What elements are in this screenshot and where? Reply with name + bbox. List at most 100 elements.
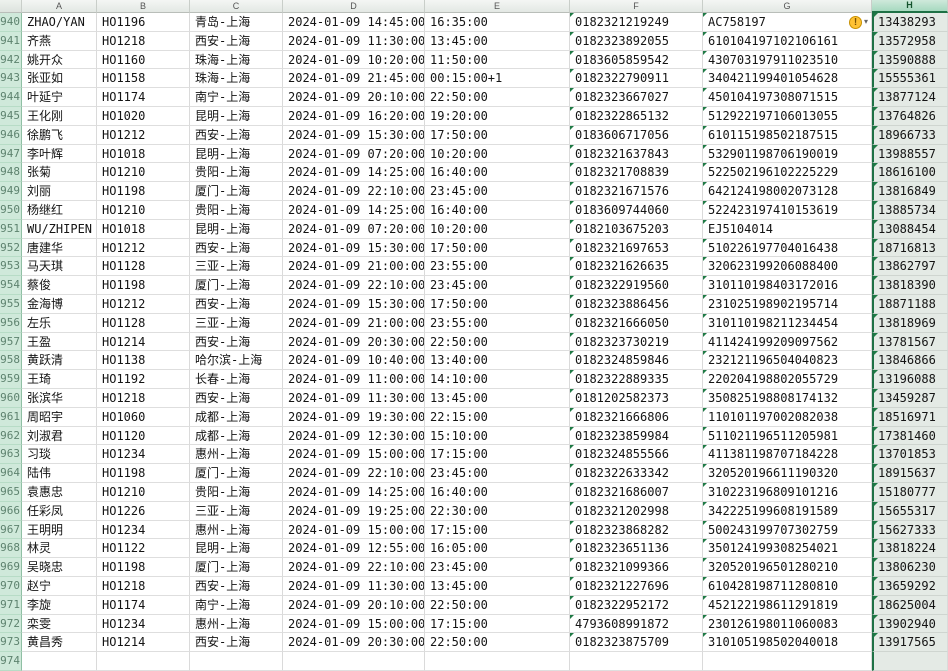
cell-name[interactable]: 张滨华 bbox=[22, 388, 97, 408]
row-header[interactable]: 942 bbox=[0, 50, 22, 70]
cell-route[interactable]: 珠海-上海 bbox=[190, 69, 283, 89]
cell-phone[interactable]: 13764826 bbox=[872, 106, 948, 126]
cell-arrive-time[interactable]: 16:05:00 bbox=[425, 539, 570, 559]
cell-depart-datetime[interactable]: 2024-01-09 15:00:00 bbox=[283, 520, 425, 540]
cell-booking-number[interactable]: 0182321666806 bbox=[570, 407, 703, 427]
row-header[interactable]: 962 bbox=[0, 426, 22, 446]
cell-flight[interactable]: HO1214 bbox=[97, 332, 190, 352]
row-header[interactable]: 963 bbox=[0, 445, 22, 465]
cell-booking-number[interactable]: 0182322865132 bbox=[570, 106, 703, 126]
cell-phone[interactable]: 18871188 bbox=[872, 294, 948, 314]
cell-depart-datetime[interactable]: 2024-01-09 11:00:00 bbox=[283, 370, 425, 389]
cell-depart-datetime[interactable]: 2024-01-09 15:30:00 bbox=[283, 294, 425, 314]
cell-booking-number[interactable]: 0182323859984 bbox=[570, 426, 703, 446]
cell-route[interactable]: 成都-上海 bbox=[190, 407, 283, 427]
cell-arrive-time[interactable]: 10:20:00 bbox=[425, 219, 570, 239]
cell-phone[interactable]: 15655317 bbox=[872, 501, 948, 521]
cell-booking-number[interactable]: 0182323892055 bbox=[570, 31, 703, 51]
row-header[interactable]: 950 bbox=[0, 200, 22, 220]
cell-route[interactable]: 惠州-上海 bbox=[190, 520, 283, 540]
cell-phone[interactable]: 13572958 bbox=[872, 31, 948, 51]
cell-depart-datetime[interactable]: 2024-01-09 11:30:00 bbox=[283, 31, 425, 51]
cell-booking-number[interactable]: 0182322889335 bbox=[570, 370, 703, 389]
cell-depart-datetime[interactable]: 2024-01-09 16:20:00 bbox=[283, 106, 425, 126]
cell-route[interactable]: 惠州-上海 bbox=[190, 445, 283, 465]
cell-id-number[interactable]: 110101197002082038 bbox=[703, 407, 872, 427]
cell-name[interactable]: WU/ZHIPEN bbox=[22, 219, 97, 239]
cell-name[interactable] bbox=[22, 652, 97, 671]
row-header[interactable]: 959 bbox=[0, 370, 22, 389]
error-checking-icon[interactable]: ! bbox=[848, 15, 862, 29]
cell-phone[interactable]: 13806230 bbox=[872, 558, 948, 577]
cell-route[interactable]: 昆明-上海 bbox=[190, 144, 283, 164]
cell-route[interactable]: 珠海-上海 bbox=[190, 50, 283, 70]
cell-phone[interactable]: 13902940 bbox=[872, 614, 948, 634]
cell-arrive-time[interactable]: 13:45:00 bbox=[425, 31, 570, 51]
cell-route[interactable]: 南宁-上海 bbox=[190, 88, 283, 107]
cell-flight[interactable]: HO1128 bbox=[97, 313, 190, 333]
cell-arrive-time[interactable]: 19:20:00 bbox=[425, 106, 570, 126]
row-header[interactable]: 970 bbox=[0, 576, 22, 596]
cell-arrive-time[interactable]: 22:15:00 bbox=[425, 407, 570, 427]
cell-flight[interactable]: HO1212 bbox=[97, 294, 190, 314]
cell-route[interactable]: 三亚-上海 bbox=[190, 313, 283, 333]
cell-name[interactable]: 王化刚 bbox=[22, 106, 97, 126]
cell-flight[interactable]: HO1218 bbox=[97, 388, 190, 408]
cell-flight[interactable]: HO1158 bbox=[97, 69, 190, 89]
cell-booking-number[interactable]: 0182103675203 bbox=[570, 219, 703, 239]
cell-booking-number[interactable]: 0182321626635 bbox=[570, 257, 703, 277]
cell-depart-datetime[interactable]: 2024-01-09 07:20:00 bbox=[283, 144, 425, 164]
cell-phone[interactable]: 13885734 bbox=[872, 200, 948, 220]
cell-name[interactable]: 杨继红 bbox=[22, 200, 97, 220]
cell-id-number[interactable]: 350124199308254021 bbox=[703, 539, 872, 559]
cell-name[interactable]: 张亚如 bbox=[22, 69, 97, 89]
cell-booking-number[interactable]: 0182321099366 bbox=[570, 558, 703, 577]
row-header[interactable]: 947 bbox=[0, 144, 22, 164]
cell-route[interactable]: 长春-上海 bbox=[190, 370, 283, 389]
cell-arrive-time[interactable]: 17:50:00 bbox=[425, 125, 570, 145]
cell-name[interactable]: 左乐 bbox=[22, 313, 97, 333]
cell-id-number[interactable] bbox=[703, 652, 872, 671]
row-header[interactable]: 971 bbox=[0, 595, 22, 615]
cell-booking-number[interactable]: 0182321202998 bbox=[570, 501, 703, 521]
cell-route[interactable]: 厦门-上海 bbox=[190, 182, 283, 201]
cell-arrive-time[interactable]: 22:30:00 bbox=[425, 501, 570, 521]
cell-booking-number[interactable]: 0183606717056 bbox=[570, 125, 703, 145]
cell-name[interactable]: 王盈 bbox=[22, 332, 97, 352]
cell-route[interactable]: 厦门-上海 bbox=[190, 558, 283, 577]
cell-depart-datetime[interactable]: 2024-01-09 11:30:00 bbox=[283, 388, 425, 408]
cell-booking-number[interactable]: 0182324855566 bbox=[570, 445, 703, 465]
cell-phone[interactable]: 13459287 bbox=[872, 388, 948, 408]
cell-name[interactable]: 李叶辉 bbox=[22, 144, 97, 164]
row-header[interactable]: 967 bbox=[0, 520, 22, 540]
cell-booking-number[interactable]: 0182321686007 bbox=[570, 482, 703, 502]
cell-booking-number[interactable]: 0182322952172 bbox=[570, 595, 703, 615]
cell-arrive-time[interactable]: 17:50:00 bbox=[425, 294, 570, 314]
cell-name[interactable]: 刘淑君 bbox=[22, 426, 97, 446]
cell-flight[interactable]: HO1128 bbox=[97, 257, 190, 277]
cell-arrive-time[interactable]: 23:45:00 bbox=[425, 558, 570, 577]
cell-arrive-time[interactable]: 13:45:00 bbox=[425, 576, 570, 596]
cell-depart-datetime[interactable]: 2024-01-09 22:10:00 bbox=[283, 558, 425, 577]
cell-phone[interactable]: 13438293 bbox=[872, 13, 948, 32]
cell-id-number[interactable]: 642124198002073128 bbox=[703, 182, 872, 201]
cell-name[interactable]: 黄昌秀 bbox=[22, 633, 97, 653]
row-header[interactable]: 940 bbox=[0, 13, 22, 32]
cell-booking-number[interactable]: 0182321697653 bbox=[570, 238, 703, 258]
cell-arrive-time[interactable]: 13:40:00 bbox=[425, 351, 570, 371]
row-header[interactable]: 965 bbox=[0, 482, 22, 502]
cell-arrive-time[interactable]: 22:50:00 bbox=[425, 332, 570, 352]
cell-phone[interactable]: 18516971 bbox=[872, 407, 948, 427]
cell-flight[interactable]: HO1018 bbox=[97, 144, 190, 164]
cell-depart-datetime[interactable]: 2024-01-09 14:25:00 bbox=[283, 482, 425, 502]
cell-arrive-time[interactable]: 00:15:00+1 bbox=[425, 69, 570, 89]
cell-booking-number[interactable]: 0182321666050 bbox=[570, 313, 703, 333]
cell-arrive-time[interactable]: 23:45:00 bbox=[425, 464, 570, 483]
cell-phone[interactable]: 13877124 bbox=[872, 88, 948, 107]
cell-phone[interactable]: 18616100 bbox=[872, 163, 948, 183]
cell-booking-number[interactable]: 0182321637843 bbox=[570, 144, 703, 164]
cell-depart-datetime[interactable]: 2024-01-09 07:20:00 bbox=[283, 219, 425, 239]
cell-flight[interactable]: HO1210 bbox=[97, 163, 190, 183]
cell-name[interactable]: 王明明 bbox=[22, 520, 97, 540]
cell-depart-datetime[interactable]: 2024-01-09 20:30:00 bbox=[283, 633, 425, 653]
